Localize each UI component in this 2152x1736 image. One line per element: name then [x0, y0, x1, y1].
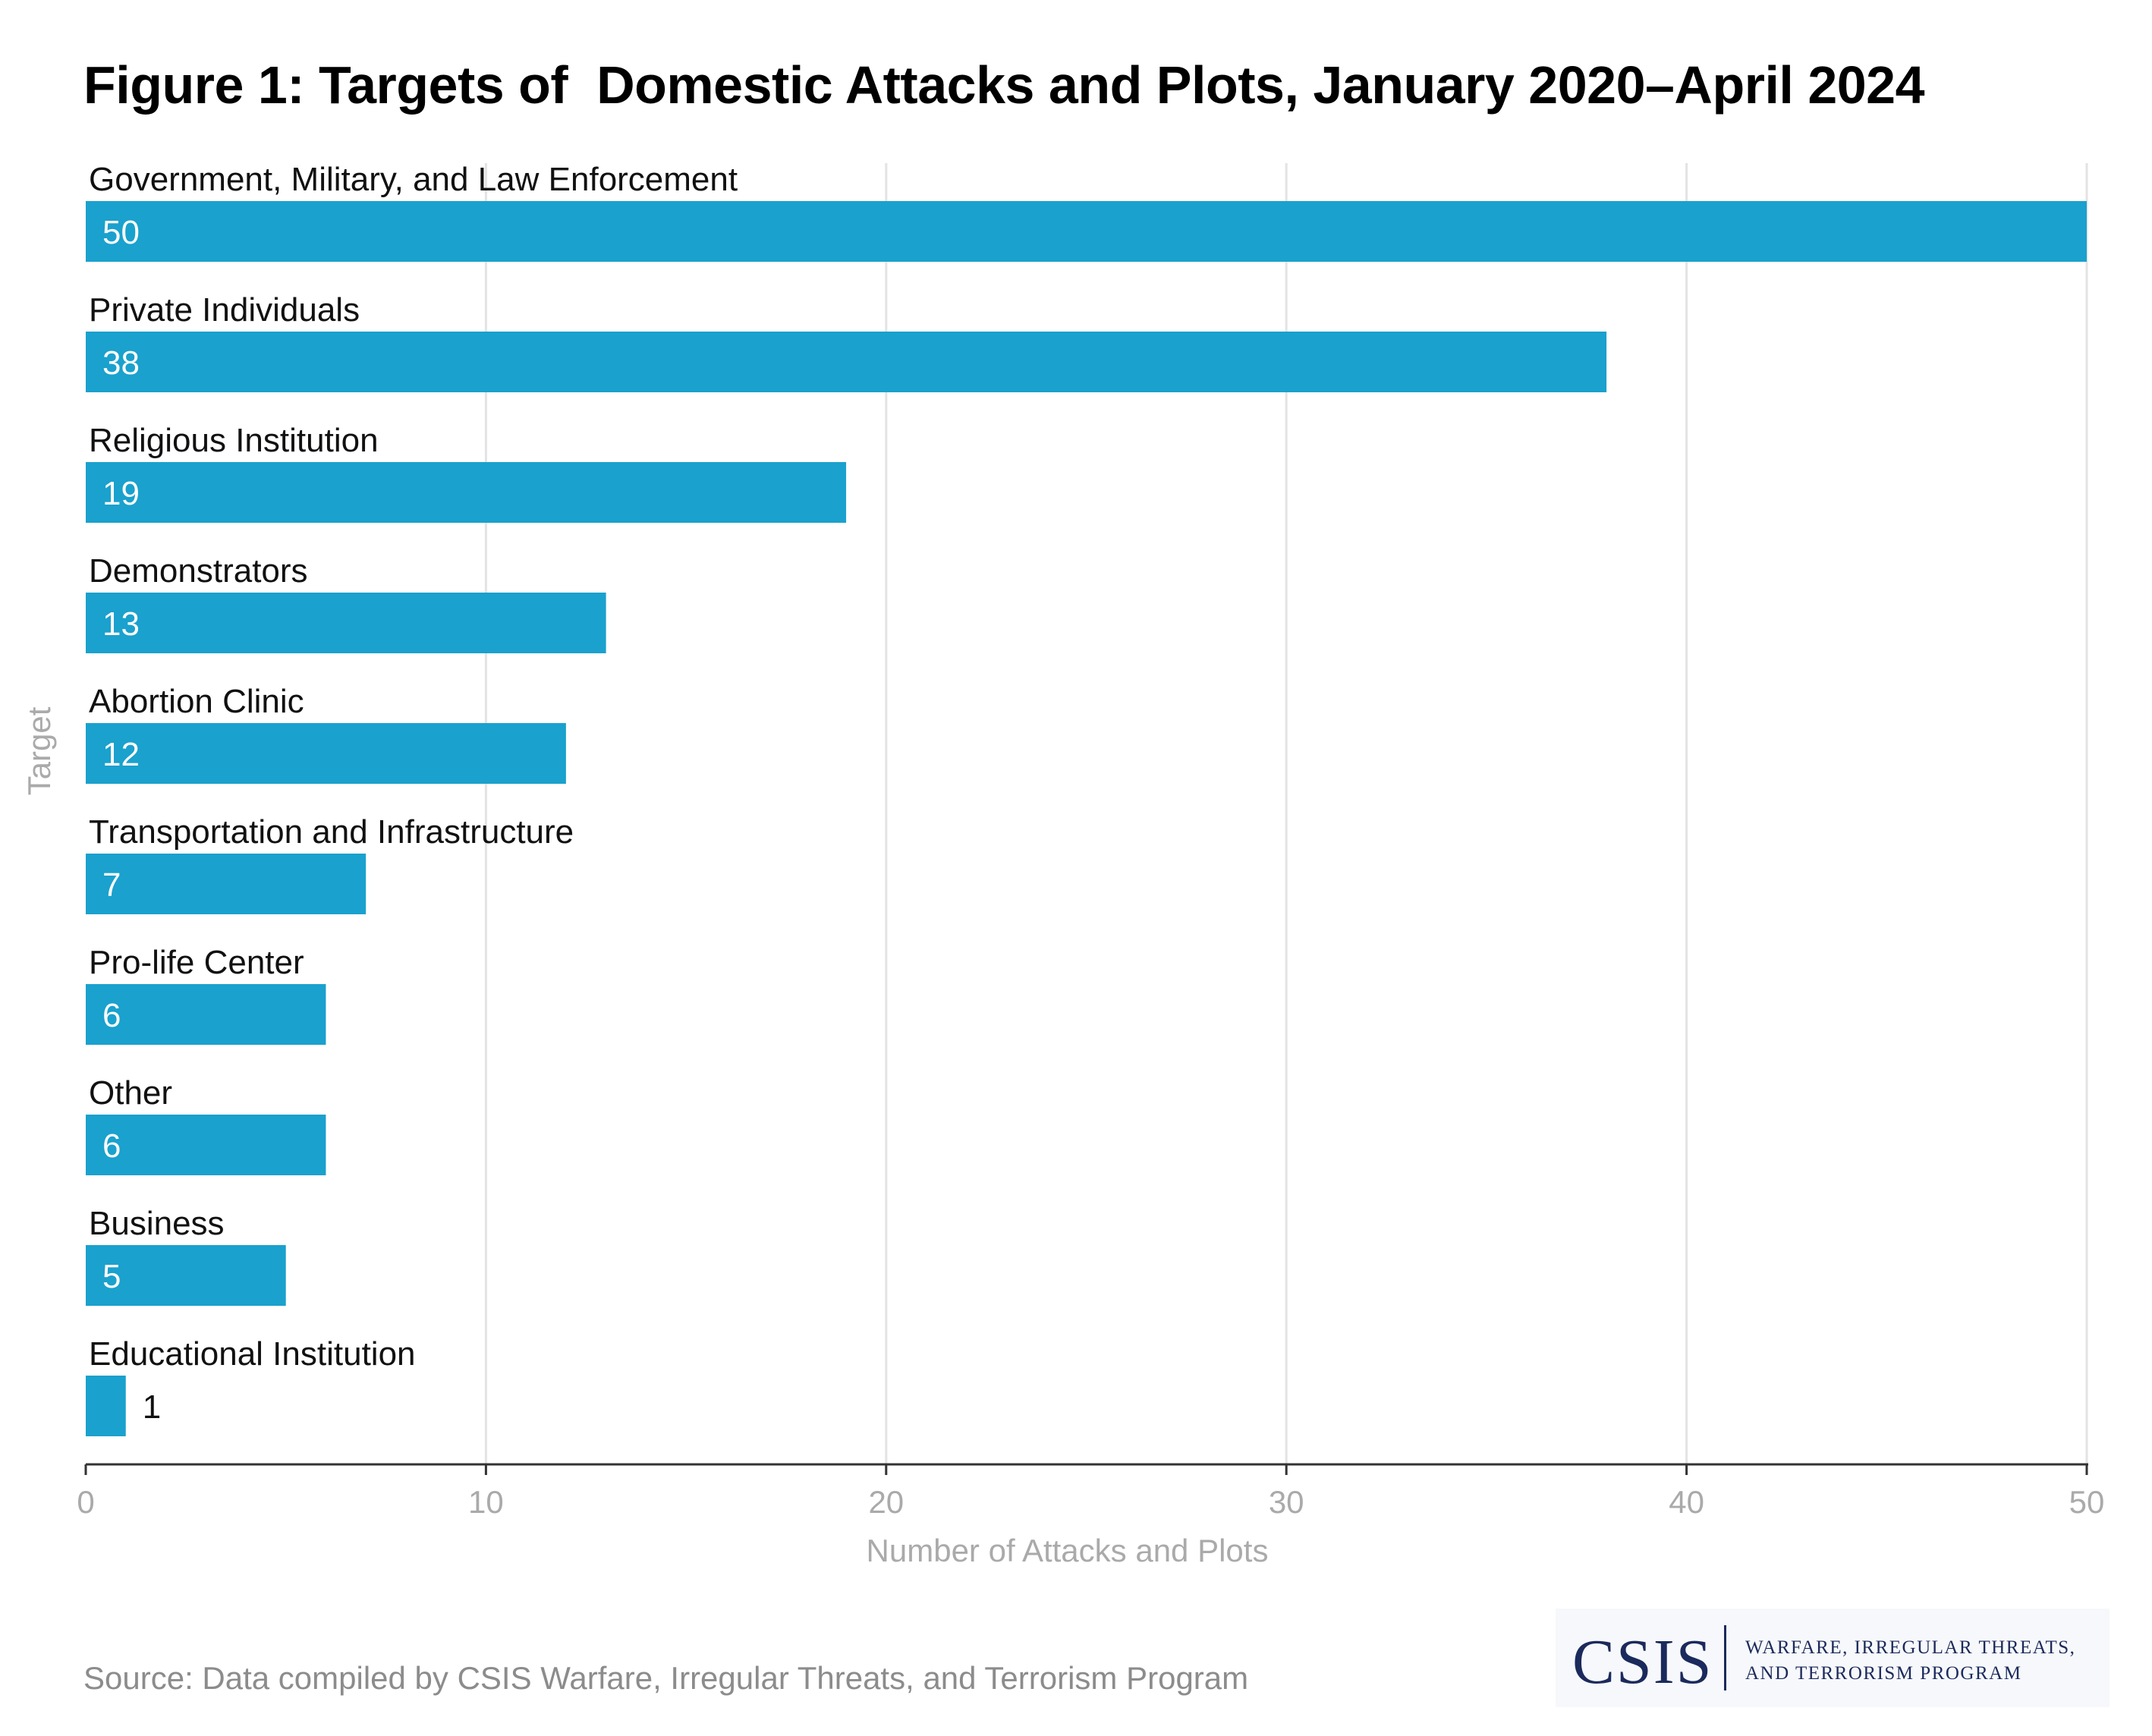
bar-group: Abortion Clinic 12 — [86, 683, 566, 784]
bar — [86, 984, 326, 1045]
x-tick-label: 20 — [868, 1484, 904, 1520]
bar-value-label: 6 — [102, 1127, 121, 1165]
category-label: Private Individuals — [89, 291, 360, 329]
bar-value-label: 50 — [102, 214, 140, 251]
bar — [86, 201, 2087, 262]
bar-value-label: 6 — [102, 997, 121, 1034]
bar-group: Educational Institution 1 — [86, 1335, 416, 1436]
csis-logo: CSIS WARFARE, IRREGULAR THREATS, AND TER… — [1556, 1609, 2110, 1707]
category-label: Government, Military, and Law Enforcemen… — [89, 161, 738, 198]
bar — [86, 854, 366, 914]
bar-value-label: 13 — [102, 605, 140, 643]
category-label: Other — [89, 1074, 172, 1112]
bar — [86, 1376, 126, 1436]
x-tick-label: 10 — [468, 1484, 504, 1520]
bar — [86, 462, 846, 523]
y-axis-title: Target — [21, 706, 57, 795]
bar-value-label: 5 — [102, 1258, 121, 1295]
bar-group: Other 6 — [86, 1074, 326, 1175]
bar — [86, 593, 606, 653]
category-label: Educational Institution — [89, 1335, 416, 1373]
bar-group: Pro-life Center 6 — [86, 944, 326, 1045]
source-note: Source: Data compiled by CSIS Warfare, I… — [83, 1660, 1248, 1697]
bar-chart: Government, Military, and Law Enforcemen… — [0, 0, 2152, 1639]
bar-group: Demonstrators 13 — [86, 552, 606, 653]
x-axis-title: Number of Attacks and Plots — [867, 1533, 1269, 1568]
category-label: Business — [89, 1205, 225, 1242]
bar-value-label: 38 — [102, 344, 140, 382]
bar-value-label: 1 — [143, 1388, 161, 1426]
category-label: Abortion Clinic — [89, 683, 304, 720]
category-label: Religious Institution — [89, 422, 379, 459]
logo-divider — [1724, 1625, 1726, 1690]
bar-group: Business 5 — [86, 1205, 286, 1306]
category-label: Pro-life Center — [89, 944, 304, 981]
category-label: Transportation and Infrastructure — [89, 813, 574, 851]
logo-program-line-2: AND TERRORISM PROGRAM — [1745, 1663, 2021, 1684]
bars: Government, Military, and Law Enforcemen… — [86, 161, 2087, 1436]
logo-program-line-1: WARFARE, IRREGULAR THREATS, — [1745, 1637, 2075, 1659]
bar-value-label: 19 — [102, 475, 140, 512]
bar — [86, 723, 566, 784]
x-tick-label: 30 — [1269, 1484, 1304, 1520]
x-tick-label: 0 — [77, 1484, 94, 1520]
bar-value-label: 12 — [102, 736, 140, 773]
bar-group: Transportation and Infrastructure 7 — [86, 813, 574, 914]
bar-value-label: 7 — [102, 866, 121, 904]
bar-group: Government, Military, and Law Enforcemen… — [86, 161, 2087, 262]
bar — [86, 332, 1606, 392]
bar — [86, 1115, 326, 1175]
x-tick-label: 40 — [1669, 1484, 1704, 1520]
x-tick-label: 50 — [2069, 1484, 2105, 1520]
x-axis-ticks: 0 10 20 30 40 50 — [77, 1464, 2104, 1520]
csis-logo-mark: CSIS — [1572, 1625, 1713, 1699]
category-label: Demonstrators — [89, 552, 308, 590]
bar-group: Private Individuals 38 — [86, 291, 1606, 392]
bar-group: Religious Institution 19 — [86, 422, 846, 523]
